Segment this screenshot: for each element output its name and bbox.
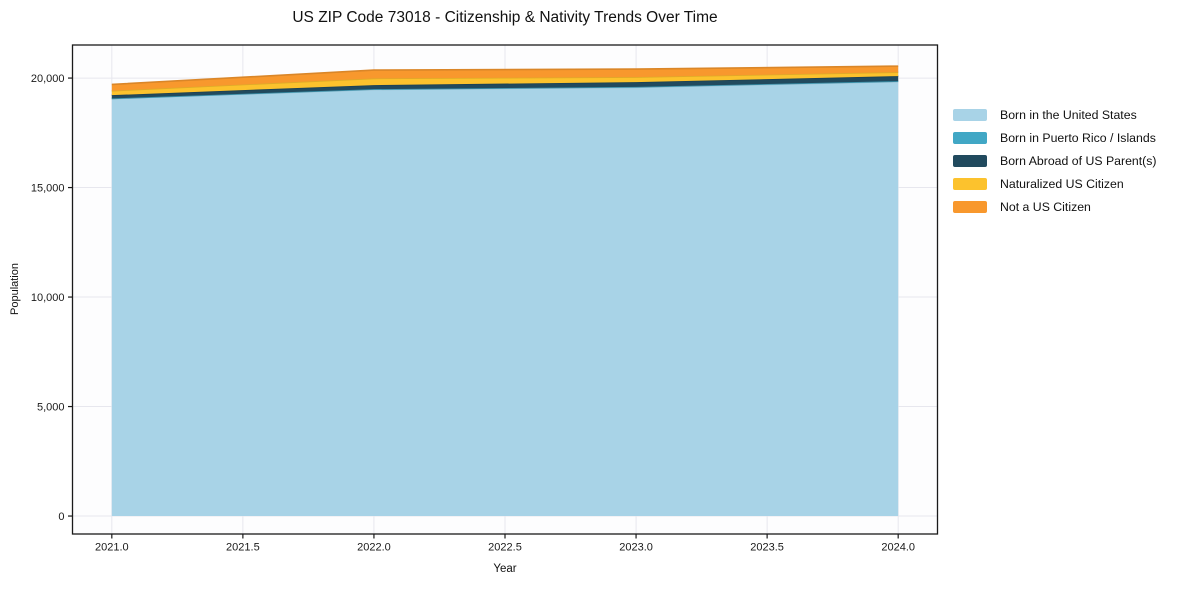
y-axis-label: Population: [9, 263, 21, 315]
legend-item-born-pr: Born in Puerto Rico / Islands: [953, 126, 1157, 149]
y-tick-label: 10,000: [31, 292, 65, 304]
x-tick-label: 2022.5: [488, 542, 522, 554]
legend-label: Not a US Citizen: [1000, 199, 1091, 214]
area-series-3: [111, 72, 899, 96]
x-tick-label: 2024.0: [881, 542, 915, 554]
x-axis-label: Year: [493, 563, 517, 575]
y-tick-label: 5,000: [37, 401, 65, 413]
x-tick-label: 2023.0: [619, 542, 653, 554]
y-tick-label: 15,000: [31, 182, 65, 194]
legend-swatch: [953, 108, 987, 121]
legend-item-born-us: Born in the United States: [953, 103, 1157, 126]
area-series-4-edge: [111, 65, 899, 86]
x-tick-label: 2021.0: [95, 542, 129, 554]
y-tick-label: 0: [58, 511, 64, 523]
area-series-2: [111, 76, 899, 99]
legend-swatch: [953, 200, 987, 213]
x-tick-label: 2023.5: [750, 542, 784, 554]
legend-label: Born in the United States: [1000, 107, 1137, 122]
x-tick-label: 2022.0: [357, 542, 391, 554]
tick-marks: [68, 77, 899, 539]
stacked-areas: [111, 65, 899, 517]
tick-labels: 2021.0 2021.5 2022.0 2022.5 2023.0 2023.5 2024…: [31, 73, 915, 554]
legend-swatch: [953, 131, 987, 144]
chart-title: US ZIP Code 73018 - Citizenship & Nativi…: [292, 9, 718, 26]
legend-item-naturalized: Naturalized US Citizen: [953, 172, 1157, 195]
legend-swatch: [953, 177, 987, 190]
legend-item-born-abroad: Born Abroad of US Parent(s): [953, 149, 1157, 172]
y-tick-label: 20,000: [31, 73, 65, 85]
legend: Born in the United States Born in Puerto…: [953, 103, 1157, 218]
legend-label: Born in Puerto Rico / Islands: [1000, 130, 1156, 145]
legend-item-not-citizen: Not a US Citizen: [953, 195, 1157, 218]
area-series-0: [111, 81, 899, 517]
x-tick-label: 2021.5: [226, 542, 260, 554]
area-series-4: [111, 66, 899, 91]
legend-label: Naturalized US Citizen: [1000, 176, 1124, 191]
legend-swatch: [953, 154, 987, 167]
legend-label: Born Abroad of US Parent(s): [1000, 153, 1157, 168]
